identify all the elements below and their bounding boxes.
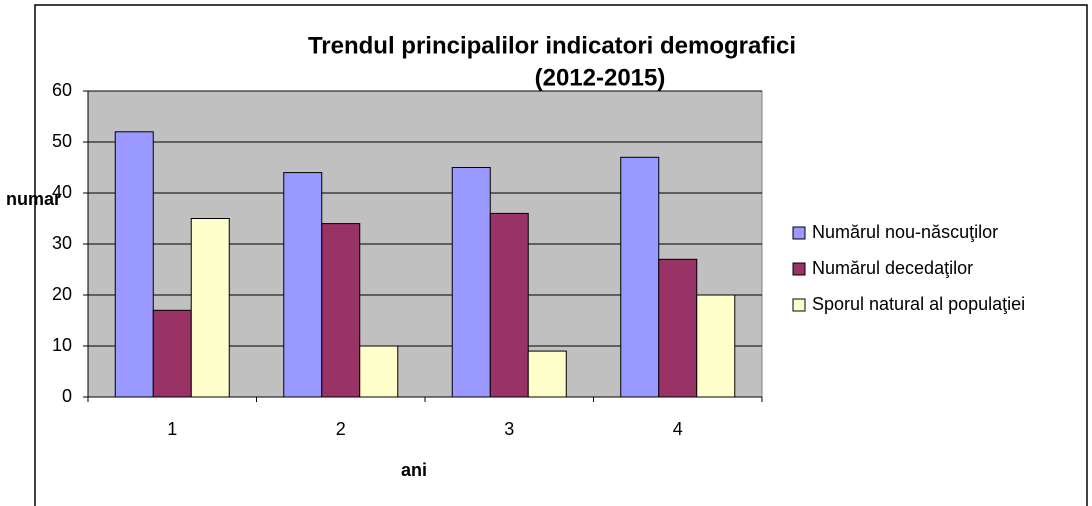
legend-label: Numărul nou-născuţilor xyxy=(812,222,998,242)
bar xyxy=(489,212,529,398)
chart-subtitle: (2012-2015) xyxy=(535,64,666,91)
x-tick-label: 2 xyxy=(336,419,346,439)
bar xyxy=(283,172,323,398)
y-tick-label: 50 xyxy=(52,131,72,151)
y-axis-label: numar xyxy=(6,189,61,209)
bar xyxy=(451,167,491,398)
legend-swatch xyxy=(792,262,806,276)
legend-label: Sporul natural al populaţiei xyxy=(812,294,1025,314)
bar xyxy=(152,309,192,398)
legend-swatch xyxy=(792,298,806,312)
y-tick-label: 40 xyxy=(52,182,72,202)
bar xyxy=(114,131,154,398)
bar xyxy=(190,218,230,398)
bar xyxy=(527,350,567,398)
bar xyxy=(696,294,736,398)
legend-swatch xyxy=(792,226,806,240)
bar xyxy=(321,223,361,398)
bar xyxy=(658,258,698,398)
x-tick-label: 1 xyxy=(167,419,177,439)
x-tick-label: 3 xyxy=(504,419,514,439)
bar xyxy=(620,156,660,398)
legend-label: Numărul decedaţilor xyxy=(812,258,973,278)
x-axis-label: ani xyxy=(401,460,427,480)
y-tick-label: 20 xyxy=(52,284,72,304)
bar xyxy=(359,345,399,398)
y-tick-label: 10 xyxy=(52,335,72,355)
y-tick-label: 0 xyxy=(62,386,72,406)
y-tick-label: 30 xyxy=(52,233,72,253)
chart-title: Trendul principalilor indicatori demogra… xyxy=(308,32,796,59)
y-tick-label: 60 xyxy=(52,80,72,100)
x-tick-label: 4 xyxy=(673,419,683,439)
